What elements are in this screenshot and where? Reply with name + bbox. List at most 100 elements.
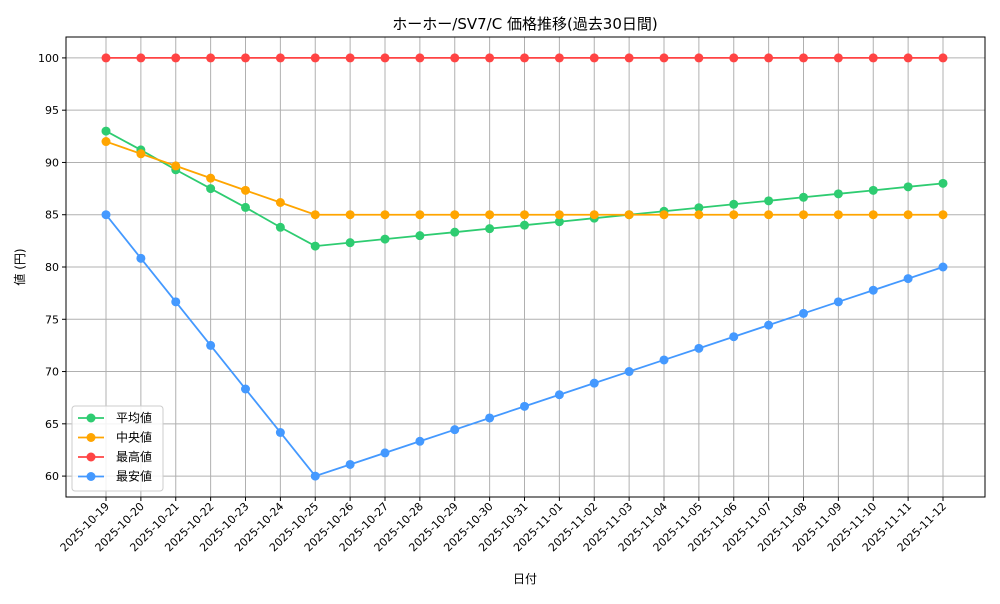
data-point [589,53,599,63]
data-point [171,53,181,63]
data-point [241,53,250,63]
data-point [903,210,913,220]
legend-label: 平均値 [116,410,152,425]
data-point [799,210,808,220]
data-point [171,161,181,171]
data-point [868,210,878,220]
y-tick-label: 85 [45,209,59,222]
data-point [624,367,634,377]
data-point [380,448,390,458]
data-point [206,173,216,183]
data-point [938,210,948,220]
data-point [136,253,146,263]
data-point [694,343,704,353]
legend-marker [86,413,96,423]
data-point [206,53,216,63]
y-tick-label: 65 [45,418,59,431]
data-point [310,241,320,251]
data-point [345,238,355,248]
x-axis: 2025-10-192025-10-202025-10-212025-10-22… [58,497,949,554]
data-point [938,262,948,272]
data-point [694,203,704,213]
data-point [275,197,285,207]
data-point [380,210,390,220]
legend-marker [86,452,96,462]
y-tick-label: 70 [45,366,59,379]
data-point [101,53,111,63]
data-point [694,53,704,63]
data-point [520,220,529,230]
data-point [241,185,250,195]
data-point [450,227,460,237]
data-point [833,210,843,220]
y-tick-label: 100 [38,52,59,65]
data-point [938,53,948,63]
data-point [345,210,355,220]
data-point [345,459,355,469]
data-point [101,137,111,147]
data-point [729,332,739,342]
data-point [589,210,599,220]
legend-marker [86,433,96,442]
legend-box [71,405,164,492]
data-point [903,53,913,63]
y-axis: 60 65 70 75 80 85 90 95 100 [38,52,66,483]
data-point [241,384,250,394]
data-point [415,53,425,63]
data-point [485,53,495,63]
data-point [415,436,425,446]
data-point [554,210,564,220]
data-point [833,189,843,199]
data-point [310,53,320,63]
data-point [764,210,774,220]
data-point [310,210,320,220]
y-tick-label: 80 [45,261,59,274]
data-point [624,210,634,220]
data-point [868,53,878,63]
y-axis-label: 値 (円) [12,248,27,285]
data-point [868,185,878,195]
grid [66,37,985,497]
data-point [659,53,669,63]
series-2 [101,53,948,63]
data-point [101,210,111,220]
y-tick-label: 60 [45,470,59,483]
data-point [764,196,774,206]
legend-label: 中央値 [116,430,152,445]
data-point [101,126,111,136]
series-3 [101,210,948,481]
chart-title: ホーホー/SV7/C 価格推移(過去30日間) [392,15,657,33]
data-point [554,217,564,227]
data-point [415,231,425,241]
data-point [659,210,669,220]
data-point [938,178,948,188]
y-tick-label: 95 [45,104,59,117]
data-point [485,224,495,234]
data-point [799,192,808,202]
data-point [275,427,285,437]
data-point [799,53,808,63]
x-axis-label: 日付 [513,572,537,586]
data-point [520,210,529,220]
data-point [589,378,599,388]
data-point [764,53,774,63]
data-point [380,53,390,63]
data-point [241,202,250,212]
data-point [833,53,843,63]
data-point [554,53,564,63]
legend-label: 最安値 [116,469,152,484]
legend-label: 最高値 [116,449,152,464]
data-point [799,308,808,318]
data-point [624,53,634,63]
data-point [450,53,460,63]
data-point [520,401,529,411]
data-point [206,340,216,350]
data-point [136,53,146,63]
data-point [903,182,913,192]
series-1 [101,137,948,220]
data-point [136,149,146,159]
data-point [450,210,460,220]
data-point [764,320,774,330]
data-point [554,390,564,400]
